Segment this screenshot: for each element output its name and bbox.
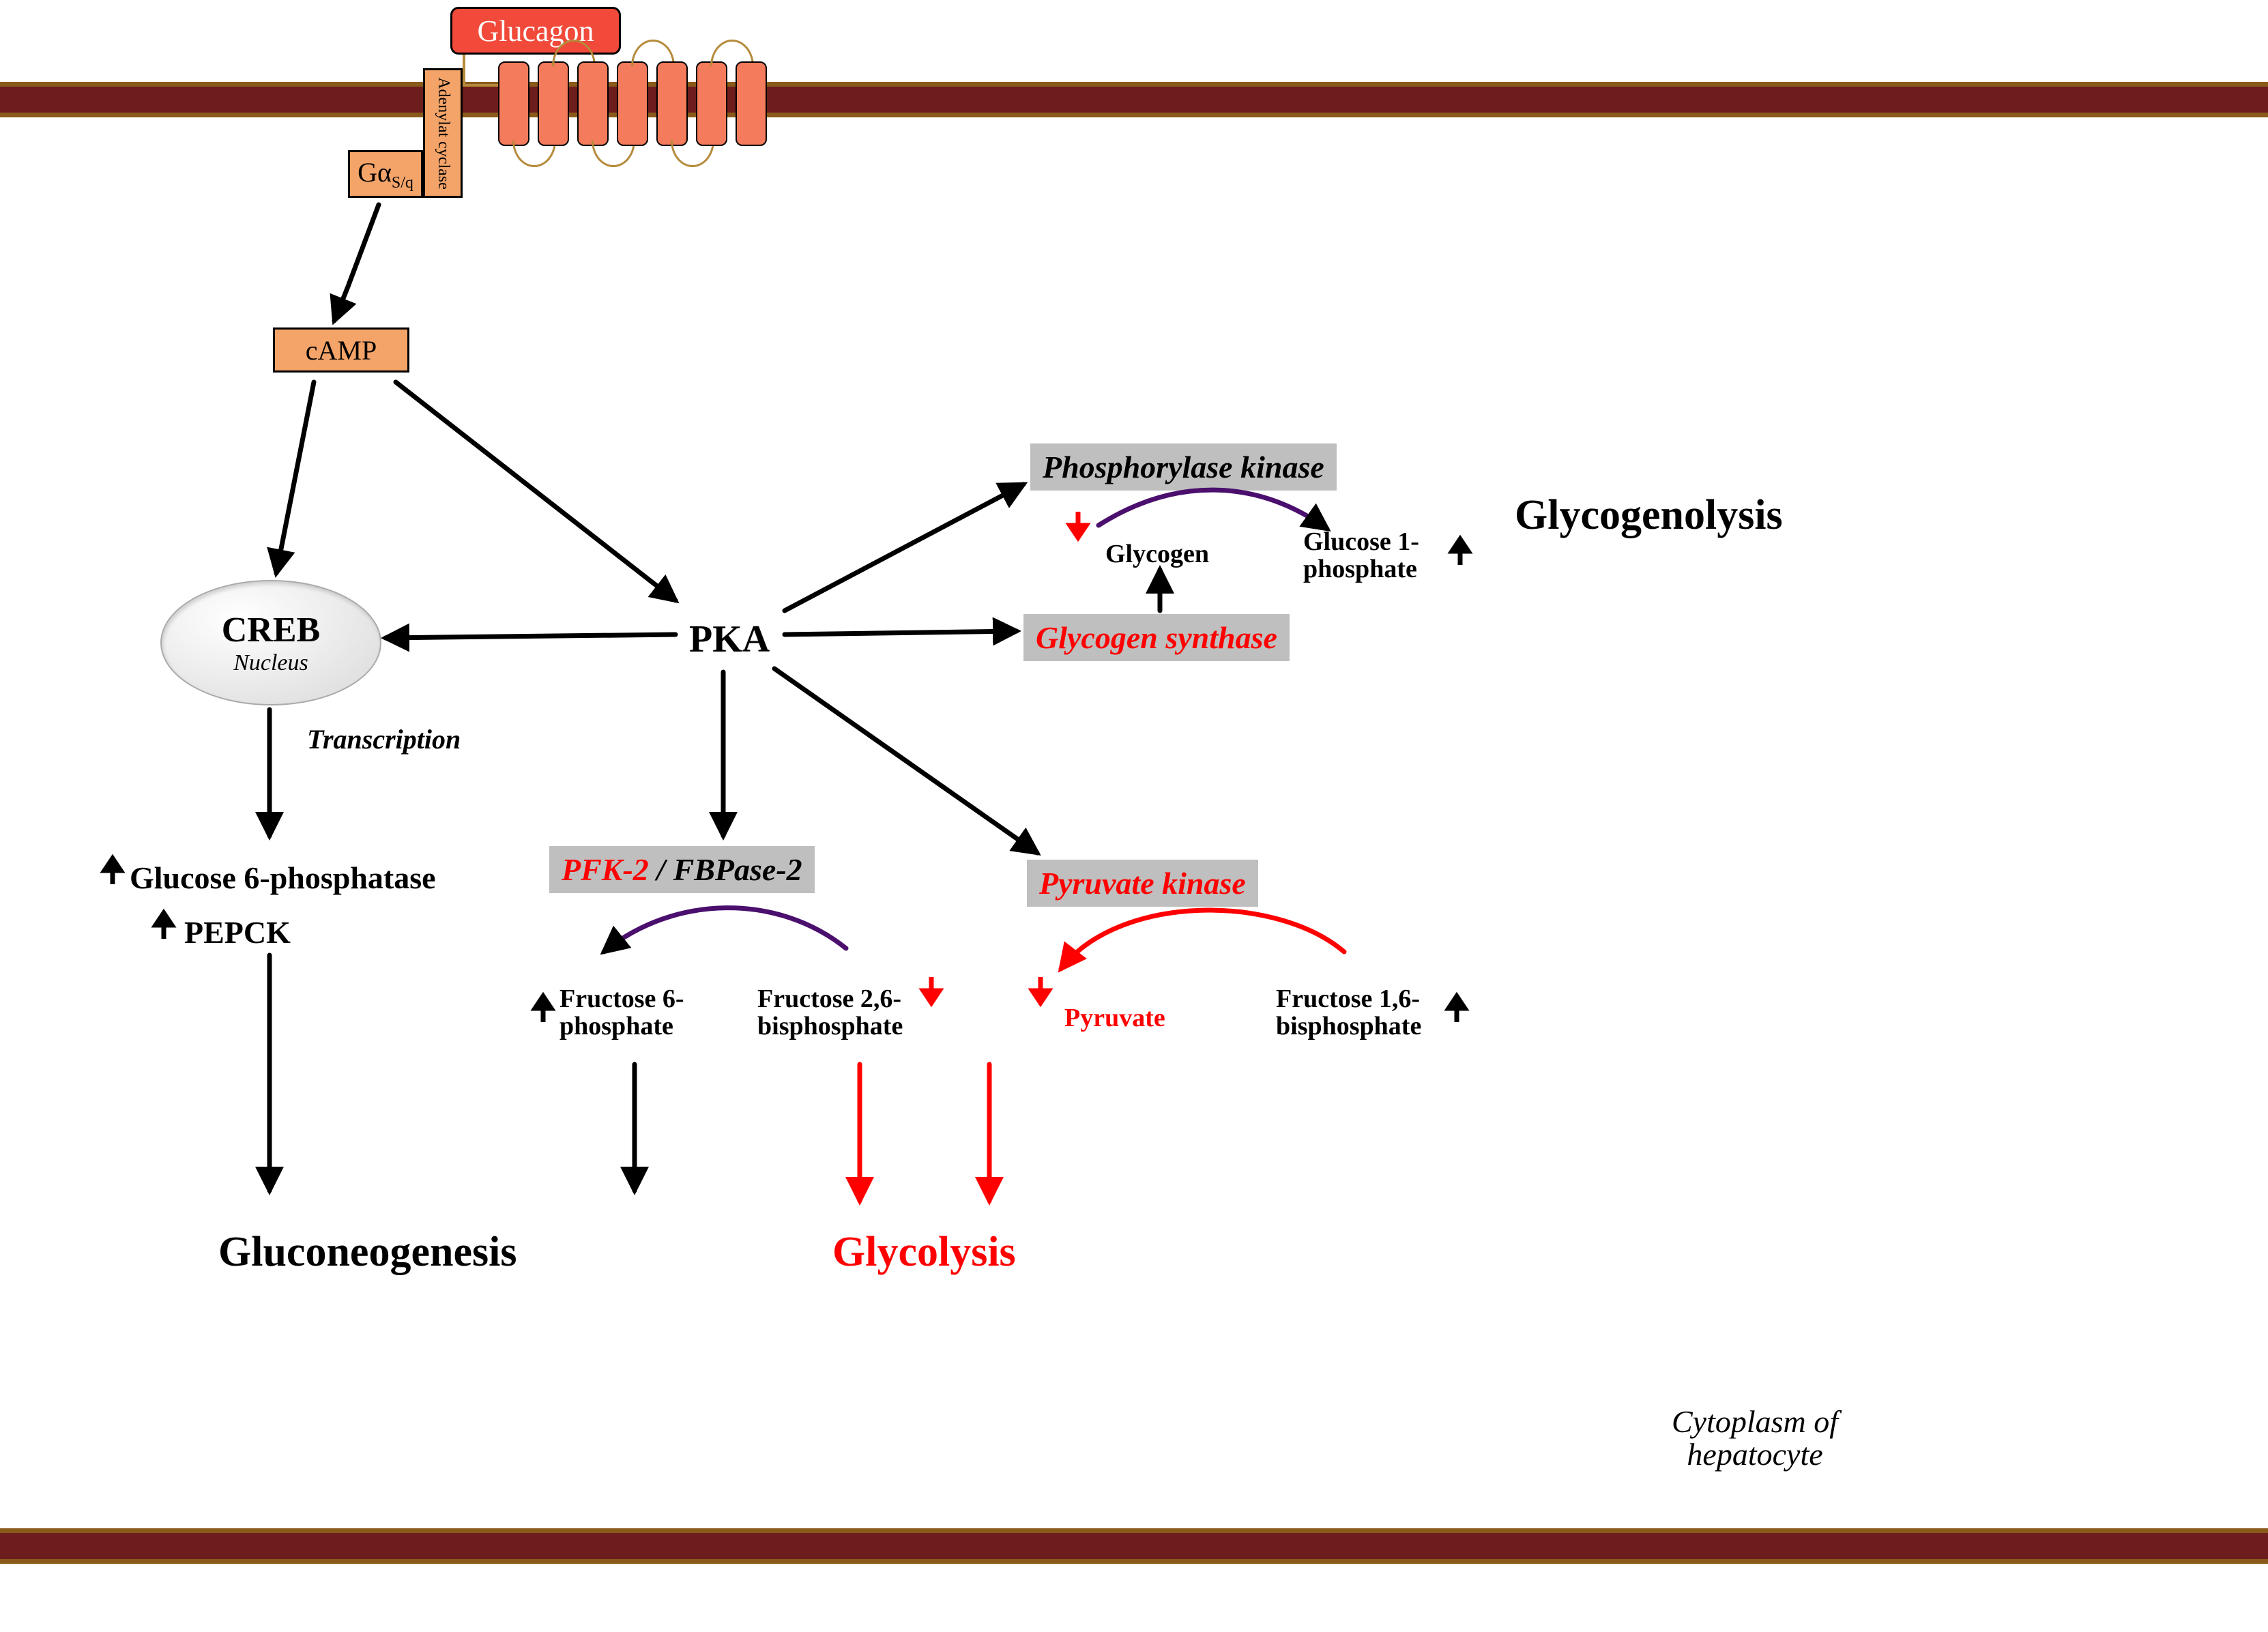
glycogenolysis-label: Glycogenolysis [1515,491,1783,540]
pfk-enzyme-box: PFK-2 / FBPase-2 [549,846,815,893]
g-protein-label: GαS/q [358,156,413,192]
creb-ellipse: CREB Nucleus [160,580,381,705]
pk-enzyme-box: Pyruvate kinase [1027,860,1258,907]
arrow-gprot-to-camp [334,205,379,321]
pyruvate-label: Pyruvate [1064,1003,1165,1033]
f26bp-line-0: Fructose 2,6- [757,986,903,1013]
f26bp-label: Fructose 2,6-bisphosphate [757,986,903,1040]
f6p-line-0: Fructose 6- [559,986,684,1013]
up-indicator-icon [1452,539,1468,565]
gluconeo-label: Gluconeogenesis [218,1228,517,1277]
up-indicator-icon [535,996,551,1022]
adenylate-cyclase-label: Adenylat cyclase [434,77,452,190]
f16bp-label: Fructose 1,6-bisphosphate [1276,986,1421,1040]
glycolysis-label: Glycolysis [832,1228,1016,1277]
membrane [0,82,2268,87]
pepck-label: PEPCK [184,914,291,950]
pka-label: PKA [689,617,770,661]
up-indicator-icon [104,858,121,884]
creb-sublabel: Nucleus [233,650,308,676]
down-indicator-icon [1070,512,1086,538]
membrane [0,1533,2268,1559]
membrane [0,113,2268,117]
pfk-part-1: / [649,852,673,887]
arrow-pka-to-creb [386,635,675,638]
f6p-label: Fructose 6-phosphate [559,986,684,1040]
membrane [0,1559,2268,1564]
receptor-helix [656,61,688,146]
cytoplasm-label: Cytoplasm ofhepatocyte [1672,1405,1838,1472]
g6pase-label: Glucose 6-phosphatase [130,860,436,896]
creb-label: CREB [222,610,320,650]
adenylate-cyclase-box: Adenylat cyclase [423,68,463,198]
cytoplasm-line-1: hepatocyte [1672,1438,1838,1471]
receptor-helix [538,61,569,146]
receptor-helix [498,61,529,146]
pfk-part-2: FBPase-2 [673,852,802,887]
up-indicator-icon [156,913,172,939]
membrane [0,87,2268,113]
pfk-part-0: PFK-2 [562,852,649,887]
g1p-line-0: Glucose 1- [1303,529,1419,556]
receptor-helix [617,61,648,146]
transcription-label: Transcription [307,723,461,755]
receptor-helix [577,61,609,146]
camp-box: cAMP [273,327,409,373]
arrow-pka-to-gs [785,631,1017,635]
gs-enzyme-box: Glycogen synthase [1023,614,1290,661]
cytoplasm-line-0: Cytoplasm of [1672,1405,1838,1438]
membrane [0,1528,2268,1533]
receptor-helix [736,61,767,146]
up-indicator-icon [1449,996,1465,1022]
arrow-camp-to-creb [276,382,314,573]
f16bp-line-1: bisphosphate [1276,1013,1421,1040]
curve-pk_curve [1061,910,1344,969]
glycogen-label: Glycogen [1105,539,1209,569]
receptor-helix [696,61,727,146]
down-indicator-icon [923,977,940,1003]
glucagon-label-box: Glucagon [450,7,621,55]
f16bp-line-0: Fructose 1,6- [1276,986,1421,1013]
f26bp-line-1: bisphosphate [757,1013,903,1040]
arrow-pka-to-phk [785,484,1023,611]
f6p-line-1: phosphate [559,1013,684,1040]
phk-enzyme-box: Phosphorylase kinase [1030,443,1337,491]
curve-pfk_curve [604,908,846,952]
g-protein-box: GαS/q [348,150,423,198]
g1p-label: Glucose 1-phosphate [1303,529,1419,583]
down-indicator-icon [1032,977,1049,1003]
curve-phk_curve [1099,490,1327,529]
pathway-diagram: Glucagon Adenylat cyclase GαS/q cAMP CREB Nu… [0,0,2268,1632]
arrow-camp-to-pka [396,382,675,600]
arrow-pka-to-pk [774,669,1037,853]
g1p-line-1: phosphate [1303,556,1419,583]
